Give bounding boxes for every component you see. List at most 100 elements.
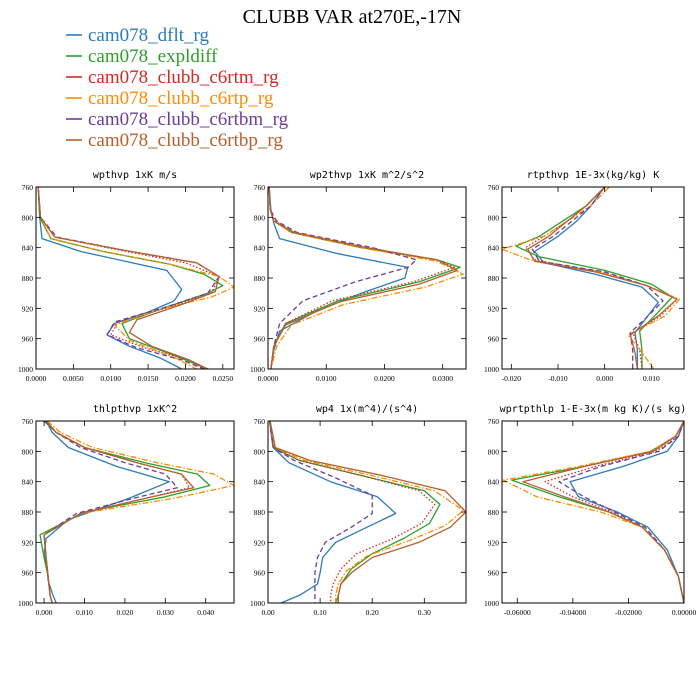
x-tick-label: -0.010 (548, 374, 568, 383)
y-tick-label: 800 (488, 213, 500, 222)
x-tick-label: 0.0300 (432, 374, 453, 383)
y-tick-label: 960 (254, 335, 266, 344)
y-tick-label: 800 (488, 447, 500, 456)
legend: cam078_dflt_rgcam078_expldiffcam078_club… (66, 25, 289, 151)
y-tick-label: 1000 (484, 365, 499, 374)
y-tick-label: 1000 (250, 365, 265, 374)
series-line (37, 187, 224, 369)
x-tick-label: 0.30 (418, 608, 431, 617)
series-line (37, 187, 220, 369)
series-line (268, 421, 397, 603)
x-tick-label: 0.0050 (63, 374, 84, 383)
x-tick-label: 0.0000 (26, 374, 47, 383)
series-line (268, 187, 409, 369)
y-tick-label: 760 (22, 183, 34, 192)
series-line (39, 421, 211, 603)
series-line (534, 187, 659, 369)
series-line (268, 421, 373, 603)
panel-grid: wpthvp 1xK m/s76080084088092096010000.00… (18, 170, 696, 617)
y-tick-label: 840 (22, 244, 34, 253)
y-tick-label: 1000 (18, 365, 33, 374)
y-tick-label: 880 (22, 508, 34, 517)
series-line (268, 187, 458, 369)
legend-label: cam078_clubb_c6rtbm_rg (88, 109, 289, 130)
y-tick-label: 960 (488, 569, 500, 578)
x-tick-label: 0.0200 (374, 374, 395, 383)
legend-label: cam078_clubb_c6rtp_rg (88, 88, 274, 109)
series-line (268, 187, 418, 369)
panel-title: wpthvp 1xK m/s (93, 170, 177, 181)
y-tick-label: 960 (488, 335, 500, 344)
y-tick-label: 840 (254, 244, 266, 253)
y-tick-label: 840 (488, 244, 500, 253)
panel-4: thlpthvp 1xK^2 760 800 840 880 920 960 10000.00… (18, 404, 235, 617)
series-line (531, 187, 664, 369)
x-tick-label: -0.02000 (615, 608, 642, 617)
panel-title: wp4 1x(m^4)/(s^4) (316, 404, 418, 415)
panel-3: rtpthvp 1E-3x(kg/kg) K 760 800 840 880 920 960… (484, 170, 685, 383)
series-line (43, 421, 195, 603)
series-line (37, 187, 234, 369)
series-line (522, 421, 684, 603)
y-tick-label: 920 (22, 538, 34, 547)
x-tick-label: 0.0100 (100, 374, 121, 383)
x-tick-label: 0.000 (36, 608, 53, 617)
x-tick-label: 0.000 (596, 374, 613, 383)
x-tick-label: -0.020 (502, 374, 522, 383)
series-line (269, 421, 465, 603)
legend-label: cam078_expldiff (88, 46, 218, 67)
series-line (37, 187, 220, 369)
series-line (569, 421, 684, 603)
series-line (515, 187, 673, 369)
x-tick-label: 0.0100 (316, 374, 337, 383)
y-tick-label: 920 (254, 538, 266, 547)
y-tick-label: 800 (254, 213, 266, 222)
series-line (558, 421, 684, 603)
x-tick-label: 0.010 (643, 374, 660, 383)
x-tick-label: 0.0150 (138, 374, 159, 383)
y-tick-label: 920 (22, 304, 34, 313)
y-tick-label: 1000 (250, 599, 265, 608)
plot-frame (35, 420, 235, 604)
series-line (268, 187, 461, 369)
x-tick-label: 0.0000 (258, 374, 279, 383)
x-tick-label: 0.030 (157, 608, 174, 617)
panel-title: wprtpthlp 1-E-3x(m kg K)/(s kg) (500, 404, 687, 415)
y-tick-label: 760 (254, 183, 266, 192)
figure-title: CLUBB VAR at270E,-17N (243, 6, 462, 28)
x-tick-label: 0.020 (116, 608, 133, 617)
y-tick-label: 840 (488, 478, 500, 487)
plot-frame (35, 186, 235, 370)
panel-title: thlpthvp 1xK^2 (93, 404, 177, 415)
series-line (43, 421, 234, 603)
x-tick-label: 0.00000 (672, 608, 697, 617)
series-line (37, 187, 183, 369)
legend-label: cam078_clubb_c6rtm_rg (88, 67, 279, 88)
legend-label: cam078_dflt_rg (88, 25, 210, 46)
y-tick-label: 1000 (484, 599, 499, 608)
series-line (268, 421, 441, 603)
x-tick-label: 0.20 (366, 608, 379, 617)
series-line (268, 421, 436, 603)
y-tick-label: 880 (488, 274, 500, 283)
series-line (268, 187, 456, 369)
y-tick-label: 960 (254, 569, 266, 578)
y-tick-label: 760 (22, 417, 34, 426)
y-tick-label: 800 (22, 213, 34, 222)
y-tick-label: 880 (254, 274, 266, 283)
y-tick-label: 960 (22, 335, 34, 344)
y-tick-label: 880 (488, 508, 500, 517)
panel-6: wprtpthlp 1-E-3x(m kg K)/(s kg)760 800 840… (484, 404, 696, 617)
x-tick-label: 0.00 (261, 608, 274, 617)
panel-1: wpthvp 1xK m/s76080084088092096010000.00… (18, 170, 235, 383)
y-tick-label: 920 (254, 304, 266, 313)
y-tick-label: 840 (254, 478, 266, 487)
y-tick-label: 1000 (18, 599, 33, 608)
series-line (502, 421, 684, 603)
x-tick-label: 0.0200 (175, 374, 196, 383)
series-line (43, 421, 170, 603)
panel-title: wp2thvp 1xK m^2/s^2 (310, 170, 424, 181)
y-tick-label: 800 (22, 447, 34, 456)
panel-2: wp2thvp 1xK m^2/s^2 760 800 840 880 920 960 100… (250, 170, 467, 383)
x-tick-label: 0.040 (197, 608, 214, 617)
